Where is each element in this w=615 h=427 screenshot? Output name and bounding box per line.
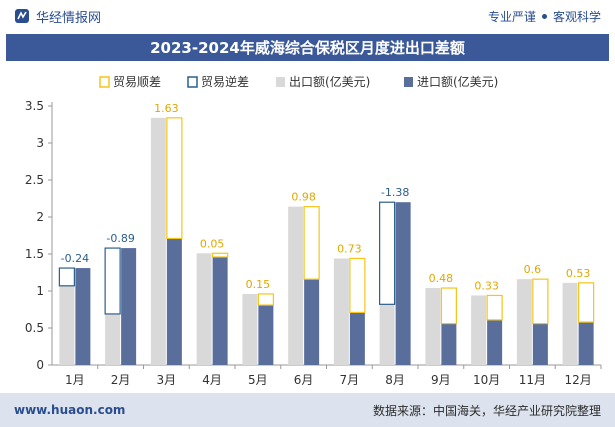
footer-source: 数据来源：中国海关，华经产业研究院整理	[372, 403, 601, 418]
balance-label-5: 0.15	[246, 278, 271, 291]
y-tick-label-5: 2	[36, 210, 44, 224]
legend-label-3: 出口额(亿美元)	[289, 74, 370, 89]
x-tick-label-11: 11月	[519, 373, 546, 387]
x-tick-label-8: 8月	[385, 373, 405, 387]
slogan: 专业严谨 客观科学	[488, 8, 601, 25]
chart-title: 2023-2024年威海综合保税区月度进出口差额	[6, 34, 609, 61]
legend-swatch-4	[404, 77, 413, 87]
chart-plot: 贸易顺差 贸易逆差 出口额(亿美元) 进口额(亿美元) 0 0.5 1 1.5 2 2.5 3 3.5…	[25, 74, 602, 387]
legend-swatch-1	[99, 76, 110, 88]
balance-box-11	[532, 278, 549, 325]
export-bar-1	[59, 285, 75, 365]
x-tick-label-7: 7月	[340, 373, 360, 387]
balance-label-9: 0.48	[429, 272, 454, 285]
y-tick-label-2: 0.5	[25, 321, 44, 335]
balance-label-10: 0.33	[474, 279, 499, 292]
export-bar-7	[333, 258, 349, 365]
import-bar-1	[75, 268, 91, 365]
export-bar-5	[242, 293, 258, 365]
export-bar-6	[288, 206, 304, 365]
import-bar-3	[166, 238, 182, 365]
y-tick-label-6: 2.5	[25, 173, 44, 187]
balance-label-3: 1.63	[154, 102, 179, 115]
legend-label-2: 贸易逆差	[201, 74, 249, 89]
slogan-right: 客观科学	[552, 9, 601, 24]
balance-box-9	[440, 287, 457, 325]
balance-box-12	[578, 282, 595, 323]
import-bar-5	[258, 305, 274, 365]
legend-label-1: 贸易顺差	[113, 75, 161, 89]
x-tick-label-1: 1月	[65, 373, 85, 387]
balance-box-7	[349, 257, 366, 314]
import-bar-2	[121, 248, 137, 365]
import-bar-11	[532, 323, 548, 365]
balance-label-11: 0.6	[524, 263, 542, 276]
export-bar-2	[105, 313, 121, 365]
x-tick-label-12: 12月	[564, 373, 591, 387]
legend-label-4: 进口额(亿美元)	[417, 74, 498, 89]
x-tick-label-3: 3月	[157, 373, 177, 387]
x-tick-label-6: 6月	[294, 373, 314, 387]
slogan-dot-icon	[541, 13, 547, 19]
import-bar-7	[349, 312, 365, 365]
import-bar-12	[578, 322, 594, 365]
balance-box-6	[303, 206, 320, 280]
import-bar-8	[395, 202, 411, 365]
top-bar: 华经情报网 专业严谨 客观科学	[0, 0, 615, 32]
legend-swatch-2	[187, 76, 198, 88]
footer-website: www.huaon.com	[14, 403, 126, 417]
export-bar-3	[150, 117, 166, 365]
balance-box-1	[58, 267, 75, 287]
balance-label-2: -0.89	[106, 232, 134, 245]
x-tick-label-9: 9月	[431, 373, 451, 387]
balance-label-7: 0.73	[337, 242, 362, 255]
legend-swatch-3	[276, 77, 285, 87]
y-tick-label-4: 1.5	[25, 247, 44, 261]
balance-box-5	[257, 293, 274, 306]
brand-logo-icon	[15, 9, 29, 23]
export-bar-8	[379, 304, 395, 365]
import-bar-4	[212, 256, 228, 365]
balance-label-6: 0.98	[291, 191, 316, 204]
y-tick-label-8: 3.5	[25, 99, 44, 113]
y-tick-label-1: 0	[36, 358, 44, 372]
brand-name: 华经情报网	[36, 10, 102, 26]
balance-box-4	[212, 252, 229, 258]
balance-box-10	[486, 294, 503, 321]
balance-box-8	[379, 201, 396, 305]
y-tick-label-3: 1	[36, 284, 44, 298]
x-tick-label-2: 2月	[111, 373, 131, 387]
footer: www.huaon.com 数据来源：中国海关，华经产业研究院整理	[0, 393, 615, 427]
balance-label-8: -1.38	[381, 186, 409, 199]
x-tick-label-5: 5月	[248, 373, 268, 387]
export-bar-10	[471, 295, 487, 365]
y-tick-label-7: 3	[36, 136, 44, 150]
export-bar-4	[196, 253, 212, 365]
brand: 华经情报网	[14, 7, 101, 26]
import-bar-10	[487, 319, 503, 365]
export-bar-9	[425, 288, 441, 365]
balance-label-4: 0.05	[200, 237, 225, 250]
slogan-left: 专业严谨	[487, 9, 536, 24]
balance-label-1: -0.24	[61, 252, 89, 265]
import-bar-6	[304, 279, 320, 365]
import-bar-9	[441, 323, 457, 365]
x-tick-label-10: 10月	[473, 373, 500, 387]
export-bar-11	[516, 279, 532, 365]
balance-box-3	[166, 117, 183, 240]
export-bar-12	[562, 282, 578, 365]
x-tick-label-4: 4月	[202, 373, 222, 387]
balance-box-2	[104, 247, 121, 315]
balance-label-12: 0.53	[566, 267, 591, 280]
